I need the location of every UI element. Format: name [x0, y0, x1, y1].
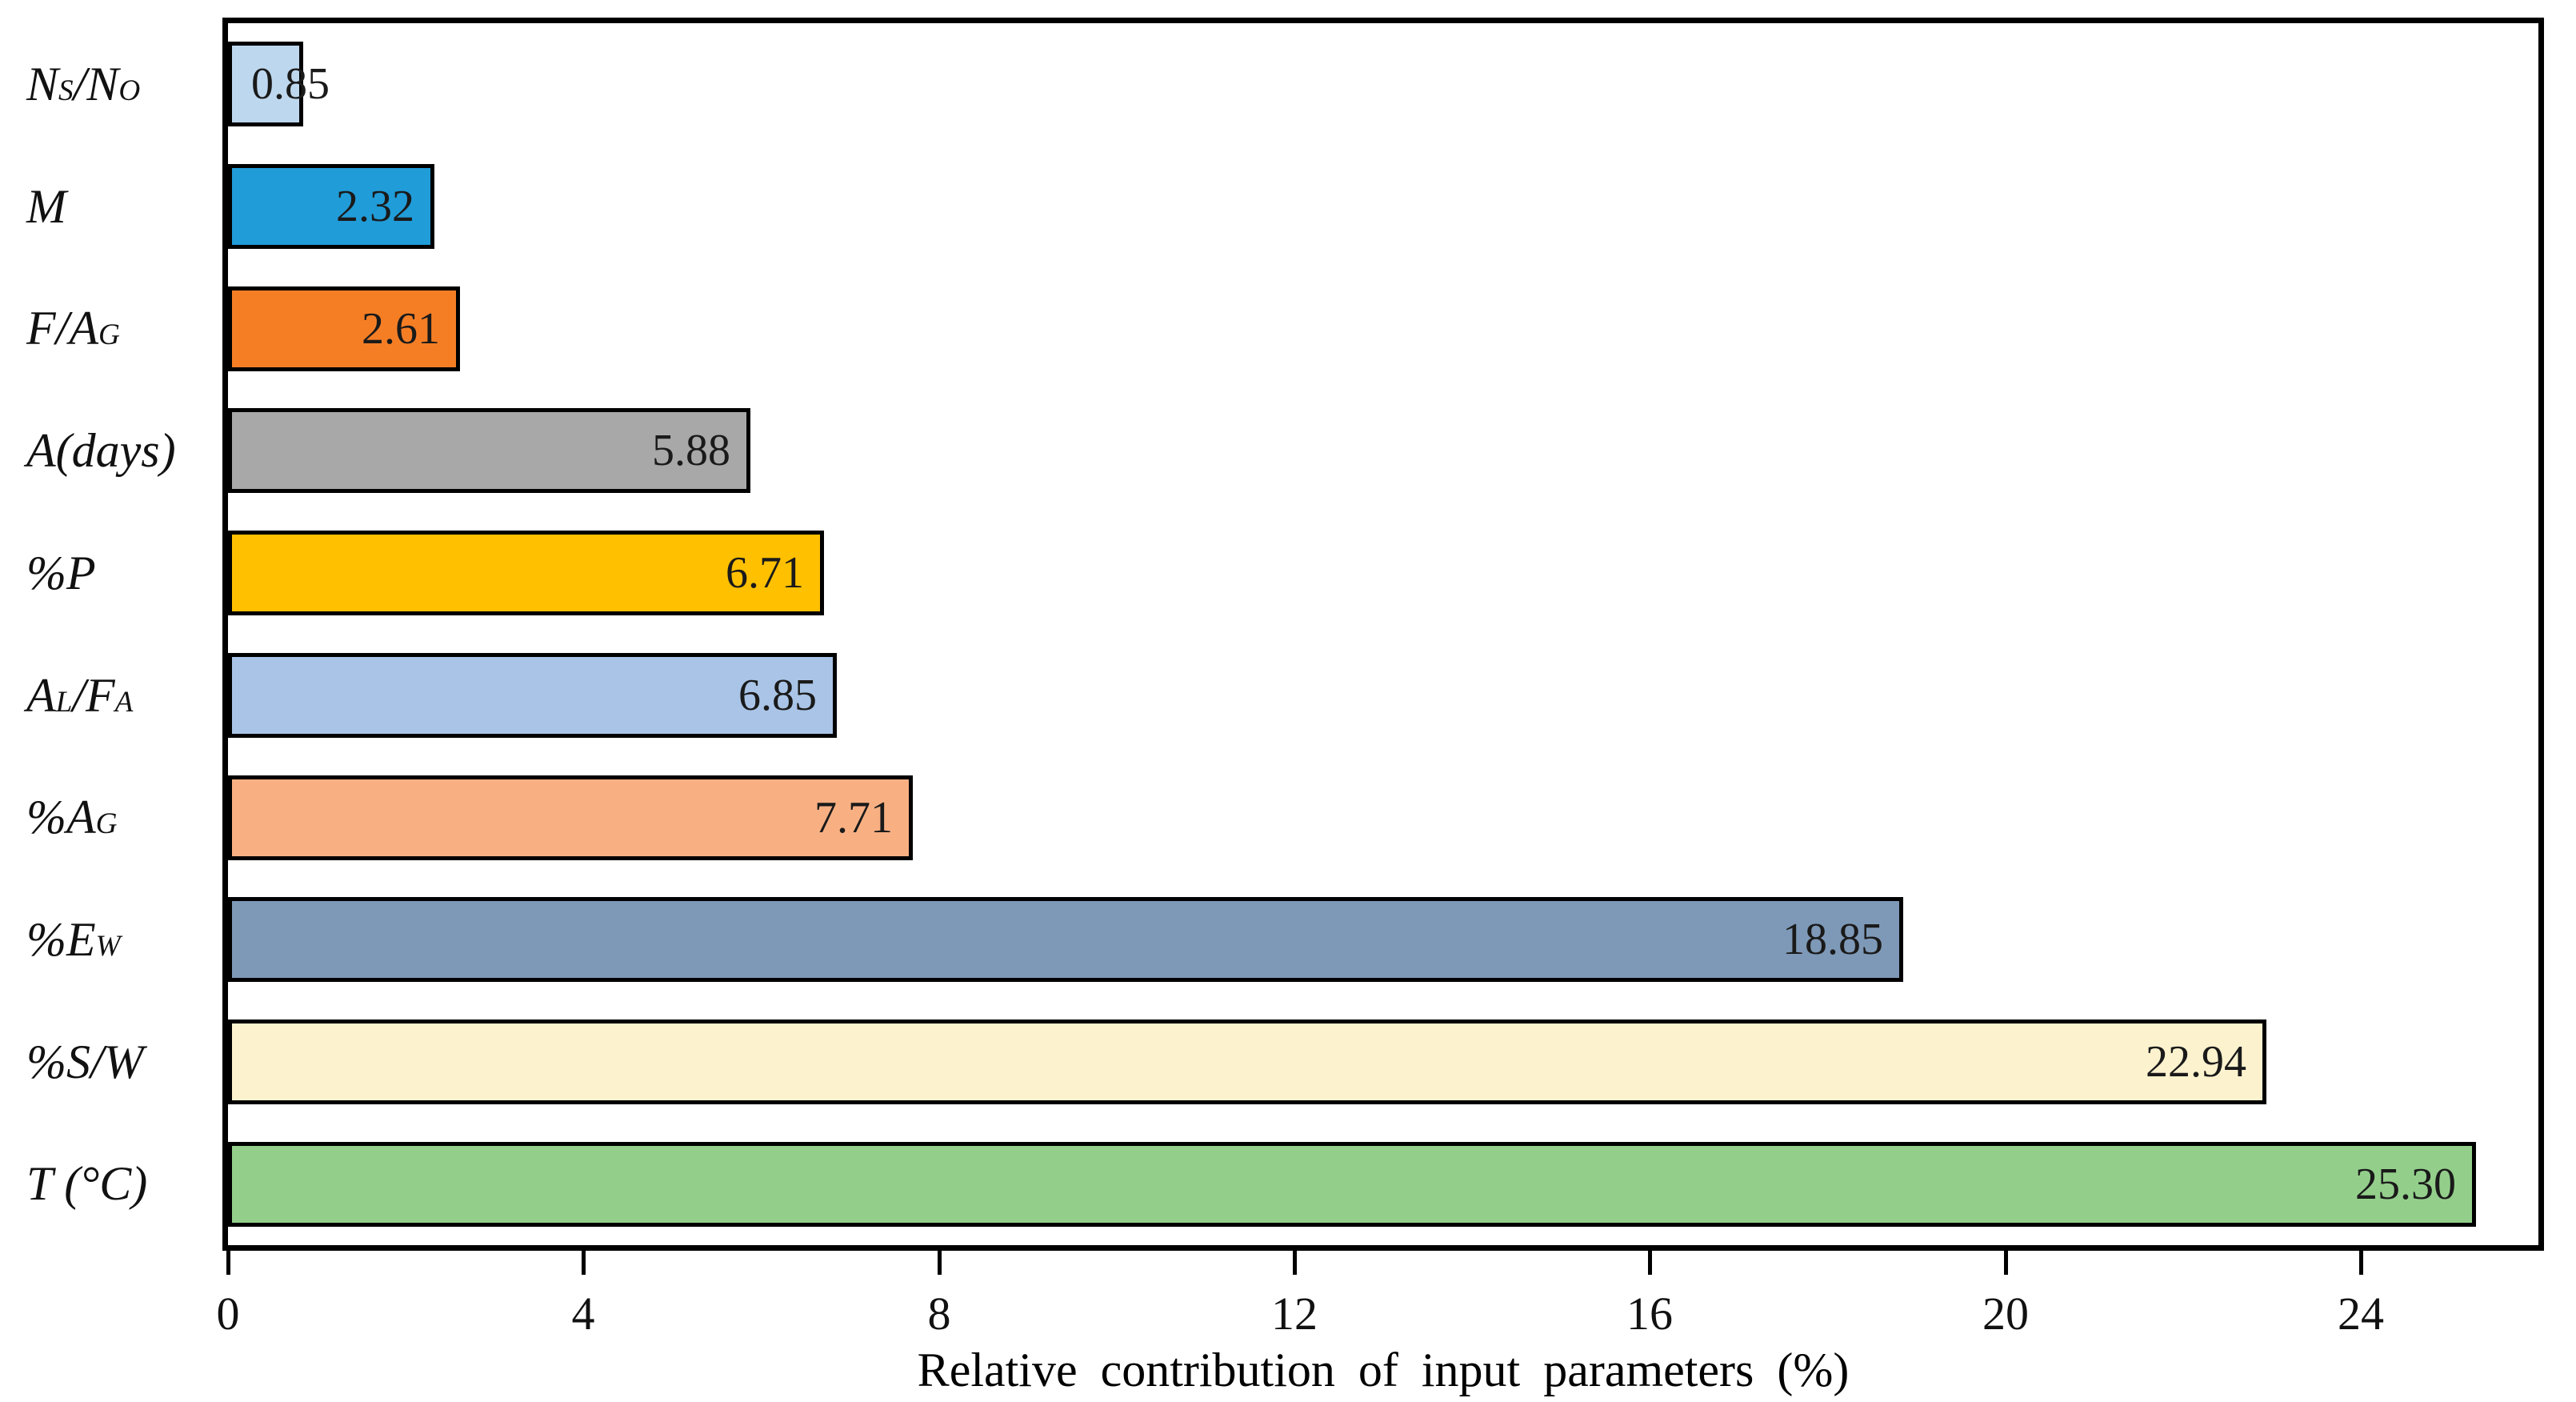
- category-label-6: %A G: [26, 791, 118, 843]
- bar-4: 6.71: [228, 531, 824, 615]
- x-axis-tick-16: [1648, 1251, 1652, 1275]
- category-label-4: %P: [26, 547, 96, 599]
- x-axis-tick-0: [226, 1251, 230, 1275]
- x-axis-title: Relative contribution of input parameter…: [917, 1344, 1850, 1396]
- x-axis-tick-label-24: 24: [2338, 1288, 2384, 1340]
- bar-3: 5.88: [228, 408, 750, 493]
- category-label-8: %S/W: [26, 1035, 144, 1088]
- x-axis-tick-12: [1293, 1251, 1297, 1275]
- x-axis-tick-label-20: 20: [1982, 1288, 2029, 1340]
- bar-value-label: 5.88: [652, 426, 730, 475]
- category-label-9: T (°C): [26, 1157, 148, 1210]
- bar-value-label: 2.61: [362, 304, 440, 354]
- x-axis-tick-4: [582, 1251, 586, 1275]
- category-label-7: %E W: [26, 913, 121, 966]
- bar-value-label: 6.71: [726, 548, 804, 598]
- category-label-0: N S/N O: [26, 58, 141, 110]
- category-label-1: M: [26, 180, 66, 233]
- x-axis-tick-label-0: 0: [216, 1288, 240, 1340]
- bar-9: 25.30: [228, 1142, 2476, 1227]
- bar-7: 18.85: [228, 897, 1903, 982]
- bar-value-label: 7.71: [814, 793, 893, 843]
- bar-5: 6.85: [228, 653, 837, 738]
- bar-0: 0.85: [228, 42, 330, 126]
- bar-1: 2.32: [228, 164, 434, 249]
- plot-area: 0.85 2.32 2.61 5.88 6.71 6.85 7.71 18.85 22.94 25…: [222, 18, 2544, 1251]
- category-label-5: A L/F A: [26, 669, 134, 722]
- bar-2: 2.61: [228, 286, 460, 371]
- x-axis-tick-20: [2004, 1251, 2008, 1275]
- y-axis-category-labels: N S/N O M F/A G A(days) %P A L/F A %A G %E W %S/W T (°C): [0, 23, 222, 1245]
- x-axis-tick-label-4: 4: [571, 1288, 595, 1340]
- x-axis-tick-8: [938, 1251, 942, 1275]
- bar-value-label: 22.94: [2146, 1037, 2246, 1087]
- x-axis-tick-24: [2359, 1251, 2363, 1275]
- x-axis-tick-label-16: 16: [1626, 1288, 1673, 1340]
- bar-value-label: 18.85: [1782, 915, 1883, 964]
- bar-6: 7.71: [228, 775, 913, 860]
- bar-value-label: 0.85: [251, 59, 330, 109]
- x-axis-tick-label-12: 12: [1271, 1288, 1318, 1340]
- category-label-2: F/A G: [26, 302, 120, 355]
- bar-value-label: 6.85: [738, 671, 817, 720]
- x-axis-tick-label-8: 8: [927, 1288, 951, 1340]
- bar-8: 22.94: [228, 1019, 2266, 1104]
- bar-value-label: 25.30: [2355, 1160, 2456, 1209]
- bar-value-label: 2.32: [336, 182, 414, 231]
- category-label-3: A(days): [26, 424, 176, 477]
